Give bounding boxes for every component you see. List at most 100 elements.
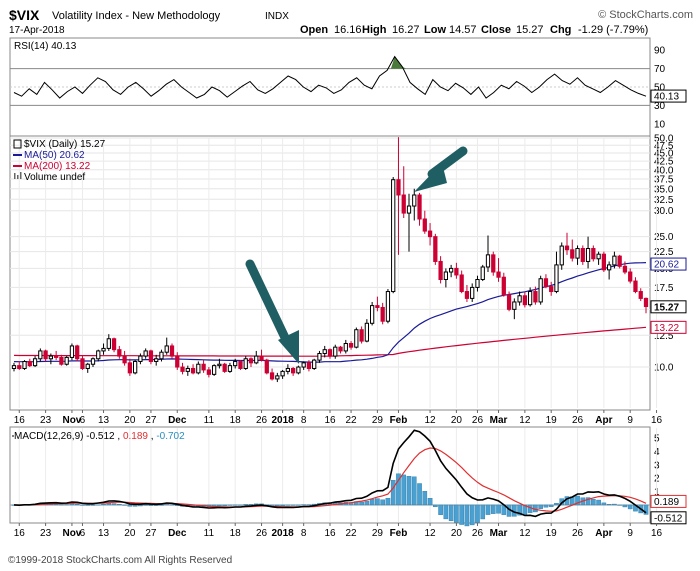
- candle: [38, 348, 43, 362]
- x-tick-label: 12: [519, 528, 531, 539]
- candle-body: [338, 346, 343, 352]
- macd-legend-signal: 0.189: [123, 431, 148, 442]
- candle: [354, 327, 359, 349]
- candle: [638, 288, 643, 302]
- candle: [585, 236, 591, 269]
- macd-hist-bar: [306, 504, 312, 506]
- macd-hist-bar: [575, 495, 580, 506]
- open-label: Open: [300, 24, 328, 36]
- price-y-tick: 42.5: [654, 157, 674, 168]
- macd-hist-bar: [601, 502, 607, 506]
- candle: [491, 251, 496, 276]
- candle: [533, 286, 538, 305]
- candle: [180, 362, 185, 375]
- price-y-tick: 45.0: [654, 148, 674, 159]
- candle: [312, 358, 317, 370]
- candle: [433, 233, 438, 265]
- candle-body: [96, 350, 101, 360]
- candle-body: [138, 355, 143, 362]
- macd-tag-label: 0.189: [654, 497, 679, 508]
- candle: [375, 296, 380, 312]
- candle: [333, 344, 338, 359]
- candle-body: [233, 360, 238, 367]
- candle: [22, 360, 27, 370]
- candle: [559, 242, 564, 270]
- candle: [222, 362, 227, 373]
- x-tick-label: Nov: [62, 528, 81, 539]
- candle-body: [628, 271, 633, 282]
- x-tick-label: Mar: [490, 528, 508, 539]
- candle-body: [32, 358, 38, 367]
- price-tag-box: [650, 300, 687, 314]
- x-tick-label: 18: [230, 415, 242, 426]
- macd-hist-bar: [132, 504, 138, 507]
- macd-hist-bar: [591, 499, 596, 506]
- macd-hist-bar: [464, 504, 470, 527]
- candle-body: [217, 363, 222, 367]
- candle-body: [475, 279, 480, 288]
- candle: [138, 353, 143, 365]
- macd-hist-bar: [69, 503, 75, 506]
- x-tick-label: 16: [324, 528, 336, 539]
- candle-body: [380, 306, 385, 322]
- candle: [254, 350, 259, 365]
- macd-hist-bar: [417, 483, 422, 506]
- candle: [143, 348, 148, 359]
- macd-hist-bar: [375, 498, 380, 506]
- rsi-y-tick: 70: [654, 64, 666, 75]
- candle-body: [180, 366, 185, 372]
- macd-hist-bar: [643, 504, 649, 515]
- candle: [501, 272, 506, 297]
- candle: [575, 245, 580, 265]
- candle: [485, 235, 491, 273]
- macd-hist-bar: [95, 504, 101, 506]
- price-legend-ma50: MA(50) 20.62: [24, 150, 85, 161]
- price-y-tick: 40.0: [654, 165, 674, 176]
- candle-body: [433, 236, 438, 262]
- macd-hist-bar: [301, 504, 306, 506]
- candle-body: [75, 345, 80, 360]
- candle: [148, 349, 154, 365]
- macd-hist-bar: [280, 504, 285, 506]
- x-tick-label: 8: [301, 415, 307, 426]
- macd-hist-bar: [411, 476, 417, 506]
- candle: [327, 348, 333, 359]
- macd-tag-box: [650, 511, 687, 525]
- candle-body: [69, 345, 75, 358]
- legend-swatch-volume: [14, 172, 22, 179]
- macd-legend-prefix: MACD(12,26,9): [14, 431, 86, 442]
- macd-hist-bar: [64, 504, 69, 506]
- macd-tag-label: -0.512: [654, 513, 683, 524]
- macd-hist-bar: [80, 504, 85, 506]
- macd-hist-bar: [612, 503, 617, 506]
- candle: [464, 284, 470, 302]
- candle: [596, 251, 601, 265]
- x-tick-label: Feb: [390, 415, 408, 426]
- candle: [496, 258, 501, 282]
- macd-hist-bar: [448, 504, 454, 521]
- macd-tag-box: [650, 494, 687, 508]
- chg-value: -1.29 (-7.79%): [578, 24, 648, 36]
- candle: [243, 356, 248, 370]
- candle: [554, 251, 559, 294]
- candle: [264, 358, 269, 375]
- macd-hist-bar: [459, 504, 464, 525]
- rsi-tag-label: 40.13: [654, 92, 679, 103]
- candle: [48, 353, 53, 365]
- candle-body: [59, 356, 64, 365]
- x-tick-label: 18: [230, 528, 242, 539]
- candle-body: [322, 349, 327, 354]
- candle-body: [238, 360, 243, 369]
- close-value: 15.27: [516, 24, 544, 36]
- candle-body: [106, 338, 111, 349]
- candle: [301, 361, 306, 370]
- candle: [285, 364, 290, 375]
- price-tag-label: 13.22: [654, 323, 679, 334]
- candle: [275, 372, 280, 383]
- candle: [217, 358, 222, 369]
- candle: [233, 358, 238, 369]
- macd-hist-bar: [585, 497, 591, 506]
- macd-hist-bar: [369, 499, 375, 506]
- candle: [449, 264, 454, 278]
- macd-hist-bar: [296, 504, 301, 506]
